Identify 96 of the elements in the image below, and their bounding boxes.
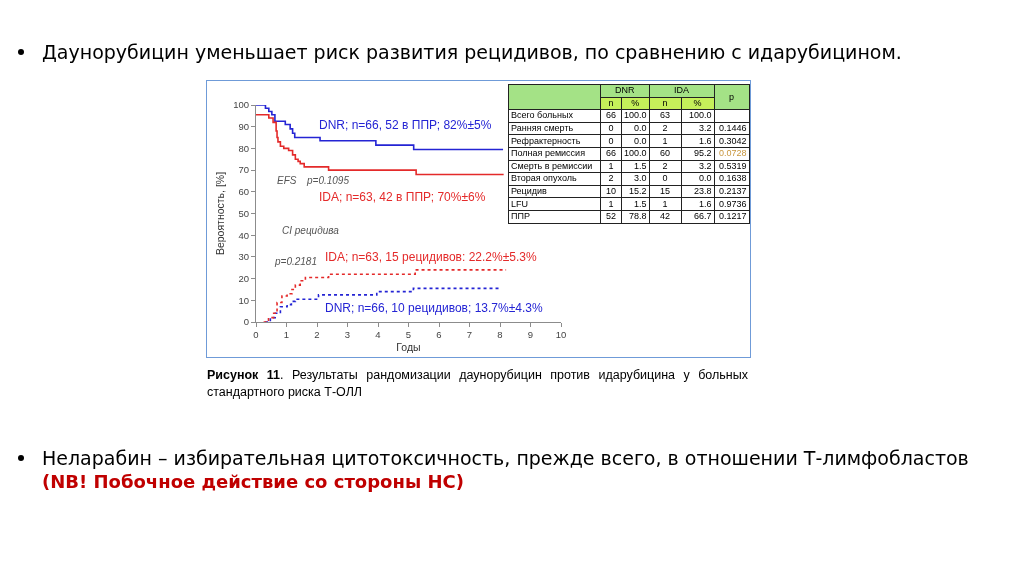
data-label: 63: [649, 109, 682, 123]
category-label: Полная ремиссия: [508, 147, 601, 161]
series-label: DNR; n=66, 52 в ППР; 82%±5%: [319, 118, 492, 132]
data-label: 15: [649, 185, 682, 198]
data-label: 42: [649, 210, 682, 224]
data-label: 95.2: [681, 147, 715, 161]
annotation: CI рецидива: [282, 225, 340, 236]
data-label: 0.3042: [714, 134, 750, 148]
data-label: 1: [600, 197, 622, 211]
data-label: 1: [600, 160, 622, 173]
data-label: 100.0: [621, 147, 650, 161]
series-label: IDA; n=63, 42 в ППР; 70%±6%: [319, 190, 486, 204]
category-label: Рефрактерность: [508, 134, 601, 148]
data-label: 78.8: [621, 210, 650, 224]
data-label: 0.9736: [714, 197, 750, 211]
y-tick-label: 30: [238, 251, 250, 263]
series-label: DNR; n=66, 10 рецидивов; 13.7%±4.3%: [325, 301, 543, 315]
data-label: 52: [600, 210, 622, 224]
data-label: 1.5: [621, 197, 650, 211]
data-label: 1: [649, 197, 682, 211]
data-label: 0.5319: [714, 160, 750, 173]
series-label: n: [600, 97, 622, 110]
category-label: Ранняя смерть: [508, 122, 601, 135]
data-label: 1.6: [681, 197, 715, 211]
y-tick-label: 90: [238, 121, 250, 133]
x-axis-title: Годы: [396, 341, 421, 354]
x-tick-label: 3: [344, 329, 351, 341]
data-label: 100.0: [621, 109, 650, 123]
data-label: 66: [600, 147, 622, 161]
x-tick-label: 5: [405, 329, 412, 341]
text: Неларабин – избирательная цитотоксичность, прежде всего, в отношении Т-лимфобластов: [42, 447, 969, 469]
data-label: 100.0: [681, 109, 715, 123]
data-label: 0.0: [621, 122, 650, 135]
data-label: 0.0: [621, 134, 650, 148]
text: DNR: [600, 84, 650, 98]
category-label: Вторая опухоль: [508, 172, 601, 186]
series-label: IDA; n=63, 15 рецидивов: 22.2%±5.3%: [325, 250, 537, 264]
text: IDA: [649, 84, 715, 98]
data-label: 0.0728: [714, 147, 750, 161]
category-label: Смерть в ремиссии: [508, 160, 601, 173]
data-label: 0.0: [681, 172, 715, 186]
annotation: EFS: [277, 175, 297, 186]
data-label: 0: [649, 172, 682, 186]
data-label: 1.6: [681, 134, 715, 148]
data-label: 0: [600, 122, 622, 135]
data-label: 3.2: [681, 122, 715, 135]
data-label: 2: [649, 160, 682, 173]
y-tick-label: 50: [238, 207, 250, 219]
data-label: 3.2: [681, 160, 715, 173]
y-tick-label: 100: [233, 99, 250, 111]
y-tick-label: 60: [238, 186, 250, 198]
x-tick-label: 4: [375, 329, 381, 341]
x-tick-label: 6: [436, 329, 442, 341]
data-label: 66: [600, 109, 622, 123]
annotation: p=0.1095: [306, 175, 350, 186]
data-label: 23.8: [681, 185, 715, 198]
legend-label: %: [621, 97, 650, 110]
y-tick-label: 80: [238, 142, 250, 154]
y-tick-label: 20: [238, 272, 250, 284]
x-tick-label: 7: [466, 329, 473, 341]
data-label: 15.2: [621, 185, 650, 198]
y-tick-label: 10: [238, 294, 250, 306]
x-tick-label: 8: [497, 329, 503, 341]
chart-title: Даунорубицин уменьшает риск развития рецидивов, по сравнению с идарубицином.: [42, 41, 902, 63]
y-tick-label: 0: [243, 316, 250, 328]
x-tick-label: 1: [283, 329, 290, 341]
y-tick-label: 40: [238, 229, 250, 241]
x-tick-label: 10: [555, 329, 567, 341]
category-label: LFU: [508, 197, 601, 211]
data-label: 0.1217: [714, 210, 750, 224]
data-label: 1: [649, 134, 682, 148]
x-tick-label: 9: [527, 329, 534, 341]
data-label: 0.1638: [714, 172, 750, 186]
legend-label: n: [649, 97, 682, 110]
data-label: 0: [600, 134, 622, 148]
data-label: 0.2137: [714, 185, 750, 198]
data-label: 3.0: [621, 172, 650, 186]
category-label: Всего больных: [508, 109, 601, 123]
x-tick-label: 0: [253, 329, 259, 341]
data-label: 0.1446: [714, 122, 750, 135]
y-tick-label: 70: [238, 164, 250, 176]
data-label: 66.7: [681, 210, 715, 224]
data-label: 10: [600, 185, 622, 198]
data-label: 2: [649, 122, 682, 135]
legend-label: %: [681, 97, 715, 110]
text: (NB! Побочное действие со стороны НС): [42, 471, 464, 493]
data-label: 2: [600, 172, 622, 186]
category-label: Рецидив: [508, 185, 601, 198]
y-axis-title: Вероятность, [%]: [214, 171, 227, 256]
data-label: 60: [649, 147, 682, 161]
data-label: 1.5: [621, 160, 650, 173]
category-label: ППР: [508, 210, 601, 224]
text: Рисунок 11. Результаты рандомизации даунорубицин против идарубицина у больных стандартного риска Т-ОЛЛ: [207, 368, 748, 399]
x-tick-label: 2: [314, 329, 320, 341]
annotation: p=0.2181: [274, 256, 317, 267]
text: p: [714, 84, 750, 110]
